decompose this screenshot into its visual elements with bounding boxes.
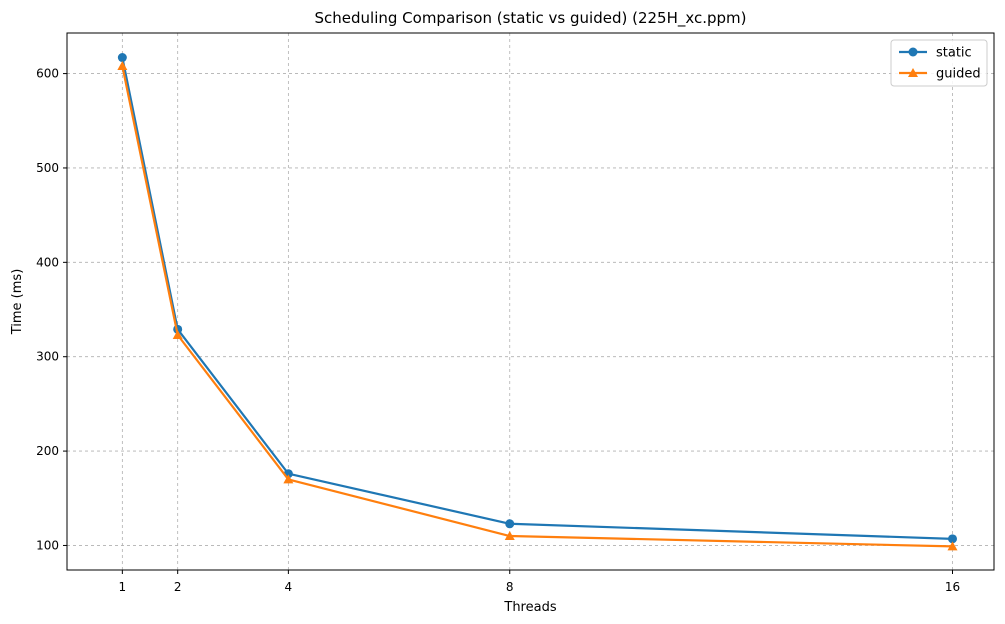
y-tick-label: 100 xyxy=(36,538,59,552)
y-tick-label: 300 xyxy=(36,350,59,364)
data-point-guided xyxy=(117,61,128,71)
x-tick-label: 4 xyxy=(285,580,293,594)
y-axis-label: Time (ms) xyxy=(10,269,25,336)
legend-label: guided xyxy=(936,67,981,82)
legend-label: static xyxy=(936,46,972,61)
legend-item-static: static xyxy=(899,46,972,61)
data-point-guided xyxy=(283,474,294,484)
chart-title: Scheduling Comparison (static vs guided)… xyxy=(315,9,747,28)
data-point-static xyxy=(505,519,515,529)
series-line-guided xyxy=(121,65,953,548)
grid xyxy=(67,33,994,570)
x-tick-label: 1 xyxy=(119,580,127,594)
data-point-guided xyxy=(172,330,183,340)
series-guided xyxy=(117,61,958,551)
data-point-static xyxy=(117,53,127,63)
legend: static guided xyxy=(890,39,988,87)
series-static xyxy=(117,53,957,544)
x-axis-label: Threads xyxy=(503,600,556,615)
x-tick-label: 8 xyxy=(506,580,514,594)
x-tick-label: 16 xyxy=(945,580,960,594)
y-tick-label: 500 xyxy=(36,161,59,175)
data-point-static xyxy=(947,534,957,544)
series-line-static xyxy=(121,57,953,540)
data-point-guided xyxy=(947,541,958,551)
data-point-guided xyxy=(504,531,515,541)
legend-marker xyxy=(908,47,918,57)
axis-ticks: 1 2 4 8 16 100 200 300 400 500 600 xyxy=(36,67,960,594)
y-tick-label: 400 xyxy=(36,255,59,269)
y-tick-label: 600 xyxy=(36,67,59,81)
plot-frame xyxy=(66,32,995,571)
legend-marker xyxy=(908,68,918,77)
legend-item-guided: guided xyxy=(899,67,981,82)
x-tick-label: 2 xyxy=(174,580,182,594)
y-tick-label: 200 xyxy=(36,444,59,458)
series-layer xyxy=(117,53,958,551)
